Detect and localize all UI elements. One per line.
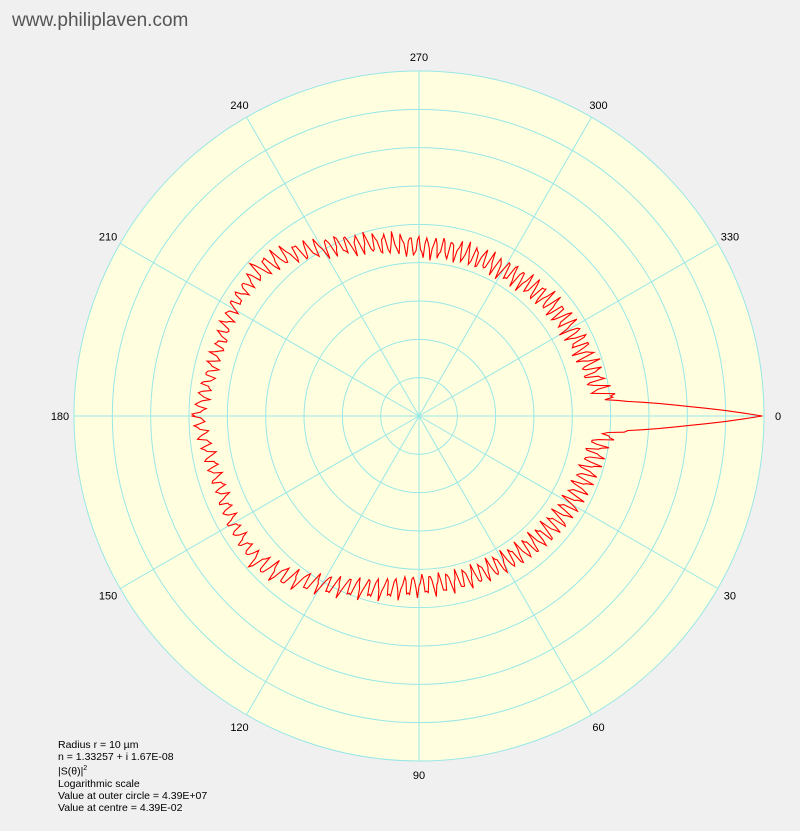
grid-spoke [246,415,420,716]
grid-spoke [246,116,420,417]
quantity-label: |S(θ)|2 [58,763,207,778]
angle-label-240: 240 [230,100,248,112]
angle-label-180: 180 [51,411,69,423]
angle-label-210: 210 [99,232,117,244]
grid-spoke [418,415,719,589]
scattering-curve [190,231,763,602]
angle-label-300: 300 [589,100,607,112]
grid-spoke [119,415,420,589]
refractive-index-label: n = 1.33257 + i 1.67E-08 [58,751,174,763]
outer-value-label: Value at outer circle = 4.39E+07 [58,789,208,802]
angle-label-30: 30 [724,591,736,603]
radius-label: Radius r = 10 µm [58,739,139,751]
quantity-exponent: 2 [83,765,88,772]
centre-value-label: Value at centre = 4.39E-02 [58,801,183,814]
angle-label-90: 90 [413,770,425,782]
angle-label-120: 120 [230,722,248,734]
angular-spokes [74,71,764,761]
angle-label-330: 330 [721,232,739,244]
info-panel: Radius r = 10 µm n = 1.33257 + i 1.67E-0… [58,739,207,814]
quantity-text: |S(θ)| [58,765,84,778]
angle-label-270: 270 [410,52,428,64]
angle-label-0: 0 [775,411,781,423]
watermark-text: www.philiplaven.com [12,10,189,31]
angle-labels: 0 30 60 90 120 150 180 210 240 270 300 330 [51,52,781,782]
angle-label-60: 60 [592,722,604,734]
scale-label: Logarithmic scale [58,777,140,790]
angle-label-150: 150 [99,591,117,603]
grid-spoke [418,243,719,417]
grid-spoke [119,243,420,417]
